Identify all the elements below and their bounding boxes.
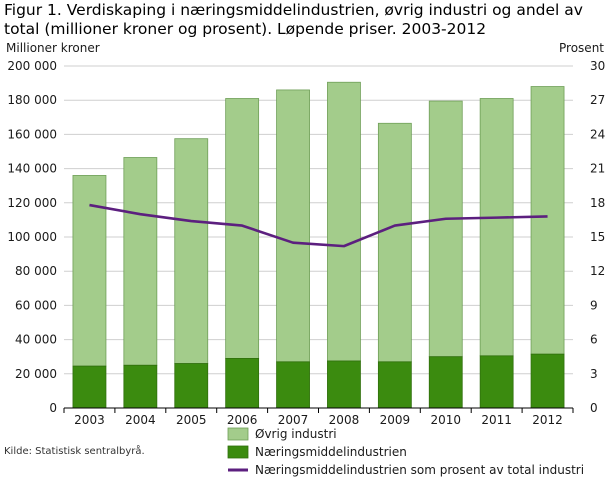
y-tick-label-left: 180 000 <box>7 93 57 107</box>
y-tick-label-right: 0 <box>590 401 598 415</box>
bar-ovrig-industri <box>276 89 310 363</box>
x-tick-label: 2003 <box>74 413 105 427</box>
bar-ovrig-industri <box>327 81 361 362</box>
x-tick-label: 2010 <box>430 413 461 427</box>
y-tick-label-right: 6 <box>590 333 598 347</box>
x-tick-label: 2006 <box>227 413 258 427</box>
y-tick-label-left: 80 000 <box>15 264 57 278</box>
chart-title: Figur 1. Verdiskaping i næringsmiddelind… <box>4 1 608 39</box>
line-naeringsmiddel-andel <box>89 203 548 248</box>
x-tick-label: 2009 <box>380 413 411 427</box>
y-tick-label-right: 27 <box>590 93 605 107</box>
bar-ovrig-industri <box>530 86 565 355</box>
source-note: Kilde: Statistisk sentralbyrå. <box>4 446 145 457</box>
y-tick-label-left: 20 000 <box>15 367 57 381</box>
bar-naeringsmiddelindustrien <box>377 361 412 409</box>
bar-naeringsmiddelindustrien <box>174 363 209 409</box>
legend-label-andel-line: Næringsmiddelindustrien som prosent av t… <box>255 463 584 477</box>
y-tick-label-left: 40 000 <box>15 333 57 347</box>
x-tick-label: 2004 <box>125 413 156 427</box>
legend-label-naeringsmiddelindustrien: Næringsmiddelindustrien <box>255 445 407 459</box>
y-tick-label-left: 60 000 <box>15 298 57 312</box>
x-tick-label: 2012 <box>532 413 563 427</box>
y-tick-label-right: 30 <box>590 59 605 73</box>
legend-swatch-naeringsmiddelindustrien <box>227 445 249 459</box>
x-tick-label: 2008 <box>329 413 360 427</box>
y-tick-label-left: 0 <box>49 401 57 415</box>
bar-ovrig-industri <box>377 122 412 363</box>
y-axis-right-title: Prosent <box>559 41 604 55</box>
y-tick-label-right: 24 <box>590 127 605 141</box>
bar-naeringsmiddelindustrien <box>530 353 565 409</box>
bar-ovrig-industri <box>123 157 158 366</box>
x-tick-label: 2005 <box>176 413 207 427</box>
bar-naeringsmiddelindustrien <box>225 358 260 409</box>
y-axis-left-title: Millioner kroner <box>6 41 100 55</box>
chart-title-line-2: total (millioner kroner og prosent). Løp… <box>4 20 487 38</box>
y-tick-label-right: 15 <box>590 230 605 244</box>
bar-naeringsmiddelindustrien <box>479 355 514 409</box>
chart-title-line-1: Figur 1. Verdiskaping i næringsmiddelind… <box>4 1 583 19</box>
bar-ovrig-industri <box>174 138 209 364</box>
bar-ovrig-industri <box>428 100 463 358</box>
bar-naeringsmiddelindustrien <box>72 365 107 409</box>
y-tick-label-left: 100 000 <box>7 230 57 244</box>
x-tick-label: 2007 <box>278 413 309 427</box>
y-tick-label-left: 200 000 <box>7 59 57 73</box>
y-tick-label-right: 3 <box>590 367 598 381</box>
y-tick-label-left: 160 000 <box>7 127 57 141</box>
y-tick-label-right: 9 <box>590 298 598 312</box>
bar-naeringsmiddelindustrien <box>428 356 463 409</box>
y-tick-label-right: 21 <box>590 162 605 176</box>
x-tick-label: 2011 <box>481 413 512 427</box>
y-tick-label-right: 18 <box>590 196 605 210</box>
legend-swatch-ovrig-industri <box>227 427 249 441</box>
bar-ovrig-industri <box>72 175 107 367</box>
bar-ovrig-industri <box>479 98 514 357</box>
bar-naeringsmiddelindustrien <box>276 361 310 409</box>
y-tick-label-left: 120 000 <box>7 196 57 210</box>
y-tick-label-left: 140 000 <box>7 162 57 176</box>
y-tick-label-right: 12 <box>590 264 605 278</box>
legend-label-ovrig-industri: Øvrig industri <box>255 427 337 441</box>
bar-naeringsmiddelindustrien <box>327 360 361 409</box>
bar-naeringsmiddelindustrien <box>123 364 158 409</box>
